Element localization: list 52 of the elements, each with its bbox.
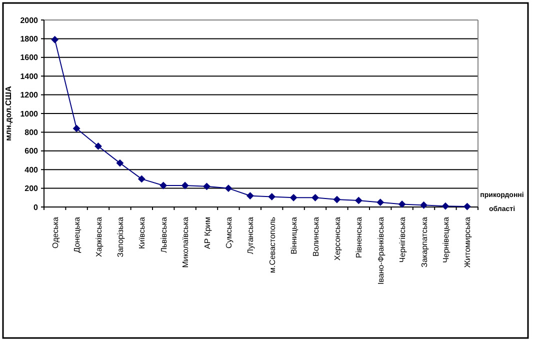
point xyxy=(333,196,340,204)
point xyxy=(376,198,384,206)
point xyxy=(420,202,428,209)
y-axis-title: млн.дол.США xyxy=(4,86,13,141)
y-tick-label: 1600 xyxy=(20,53,39,62)
x-tick-label: Вінницька xyxy=(290,216,299,254)
x-tick-label: м.Севастополь xyxy=(268,217,277,274)
point xyxy=(138,175,146,182)
point xyxy=(94,142,102,150)
point xyxy=(355,196,362,204)
x-tick-label: Миколаївська xyxy=(181,216,190,268)
y-tick-label: 1200 xyxy=(20,90,39,100)
y-tick-label: 1800 xyxy=(20,34,39,44)
point xyxy=(464,203,471,210)
point xyxy=(224,184,232,192)
x-tick-label: Рівненська xyxy=(354,216,364,258)
point xyxy=(182,182,189,189)
x-tick-label: Чернівецька xyxy=(441,216,450,263)
y-tick-label: 200 xyxy=(24,184,39,194)
y-tick-label: 2000 xyxy=(20,16,39,25)
x-tick-label: Волинська xyxy=(311,216,320,256)
x-tick-label: Івано-Франківська xyxy=(376,216,386,284)
point xyxy=(203,182,210,190)
point xyxy=(116,160,124,167)
x-tick-label: Донецька xyxy=(72,216,82,253)
point xyxy=(268,193,276,200)
y-tick-label: 800 xyxy=(24,128,39,137)
x-tick-label: Харківська xyxy=(94,216,104,257)
y-tick-label: 1400 xyxy=(20,72,39,81)
y-tick-label: 0 xyxy=(34,202,39,212)
x-tick-label: Херсонська xyxy=(332,216,342,260)
point xyxy=(160,182,167,189)
x-tick-label: Сумська xyxy=(224,216,234,248)
x-tick-label: Одеська xyxy=(50,216,60,248)
x-tick-label: Закарпатська xyxy=(420,216,429,268)
x-tick-label: Чернігівська xyxy=(398,216,408,263)
x-tick-label: Луганська xyxy=(246,216,256,254)
point xyxy=(73,124,80,132)
y-tick-label: 1000 xyxy=(20,109,39,118)
x-tick-label: Запорізька xyxy=(116,216,125,258)
y-tick-label: 400 xyxy=(24,165,39,174)
x-tick-label: Житомирська xyxy=(463,216,472,268)
point xyxy=(51,36,58,44)
point xyxy=(442,202,449,210)
point xyxy=(312,194,319,202)
y-tick-label: 600 xyxy=(24,146,39,156)
point xyxy=(290,194,298,202)
x-tick-label: АР Крим xyxy=(202,217,212,249)
point xyxy=(246,192,254,200)
x-tick-label: Львівська xyxy=(159,216,168,253)
point xyxy=(398,200,406,208)
x-tick-label: Київська xyxy=(138,216,147,249)
